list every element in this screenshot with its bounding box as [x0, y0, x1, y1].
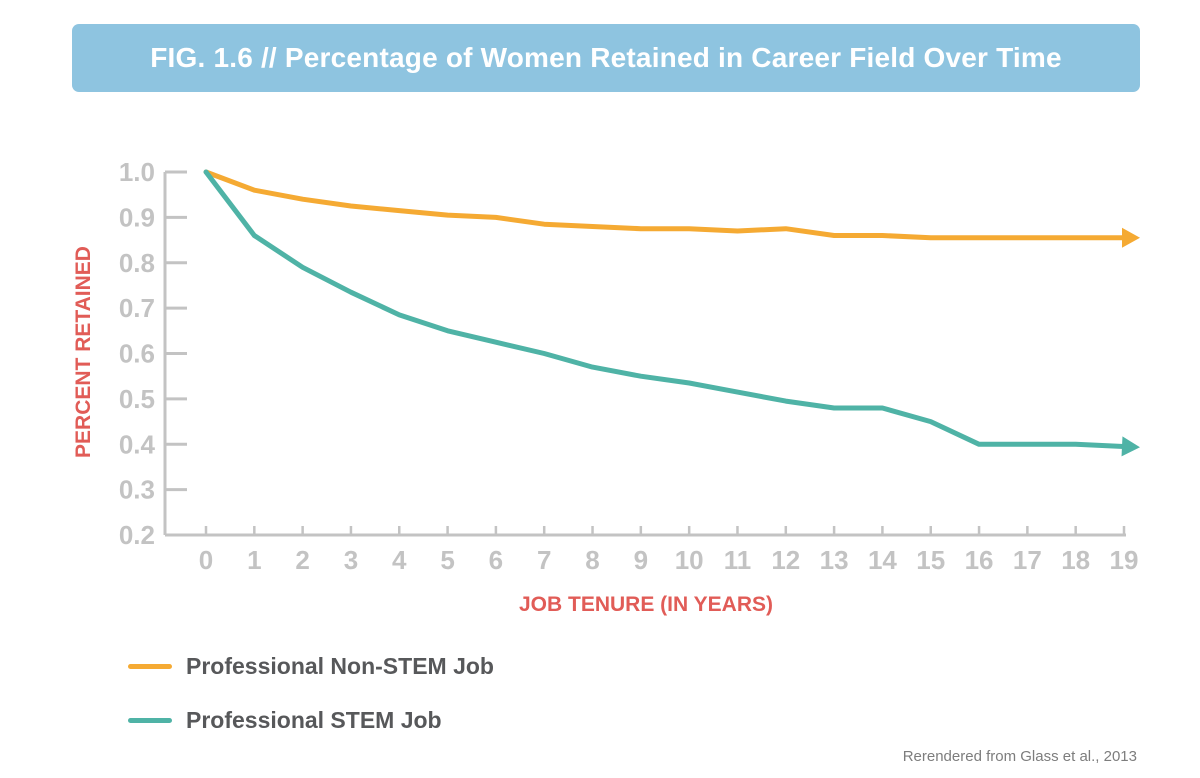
x-tick-label: 13: [820, 545, 849, 575]
legend-item-non-stem: Professional Non-STEM Job: [128, 648, 494, 684]
legend: Professional Non-STEM Job Professional S…: [128, 648, 494, 756]
y-tick-label: 0.6: [119, 339, 155, 369]
x-tick-label: 5: [440, 545, 454, 575]
x-tick-label: 10: [675, 545, 704, 575]
source-note: Rerendered from Glass et al., 2013: [902, 748, 1137, 765]
y-axis-title: PERCENT RETAINED: [72, 246, 95, 458]
x-tick-label: 15: [916, 545, 945, 575]
series-arrowhead-non-stem: [1122, 227, 1140, 248]
x-tick-label: 1: [247, 545, 261, 575]
x-tick-label: 9: [634, 545, 648, 575]
x-tick-label: 3: [344, 545, 358, 575]
x-axis-title: JOB TENURE (IN YEARS): [519, 593, 773, 616]
x-tick-label: 6: [489, 545, 503, 575]
x-tick-label: 19: [1110, 545, 1139, 575]
x-tick-label: 16: [965, 545, 994, 575]
x-tick-label: 2: [295, 545, 309, 575]
legend-item-stem: Professional STEM Job: [128, 702, 494, 738]
y-tick-label: 0.2: [119, 520, 155, 550]
title-banner: FIG. 1.6 // Percentage of Women Retained…: [72, 24, 1140, 92]
x-tick-label: 7: [537, 545, 551, 575]
legend-label-non-stem: Professional Non-STEM Job: [186, 652, 494, 679]
chart-title: FIG. 1.6 // Percentage of Women Retained…: [150, 42, 1062, 73]
legend-label-stem: Professional STEM Job: [186, 706, 442, 733]
x-tick-label: 12: [771, 545, 800, 575]
y-tick-label: 0.3: [119, 475, 155, 505]
line-chart: 0.20.30.40.50.60.70.80.91.00 1 2 3 4 5 6 7 8 9 10 1…: [72, 157, 1140, 616]
x-tick-label: 14: [868, 545, 897, 575]
x-tick-label: 18: [1061, 545, 1090, 575]
x-tick-label: 0: [199, 545, 213, 575]
y-tick-label: 0.9: [119, 202, 155, 232]
x-tick-label: 8: [585, 545, 599, 575]
series-line-non-stem: [203, 169, 1129, 241]
x-tick-label: 11: [724, 545, 752, 575]
legend-swatch-non-stem: [128, 663, 172, 669]
y-tick-label: 0.7: [119, 293, 155, 323]
x-tick-label: 4: [392, 545, 407, 575]
y-tick-label: 0.8: [119, 248, 155, 278]
series-arrowhead-stem: [1121, 436, 1140, 457]
y-tick-label: 1.0: [119, 157, 155, 187]
y-tick-label: 0.5: [119, 384, 155, 414]
legend-swatch-stem: [128, 717, 172, 723]
series-line-stem: [203, 169, 1129, 450]
x-tick-label: 17: [1013, 545, 1042, 575]
y-tick-label: 0.4: [119, 429, 156, 459]
